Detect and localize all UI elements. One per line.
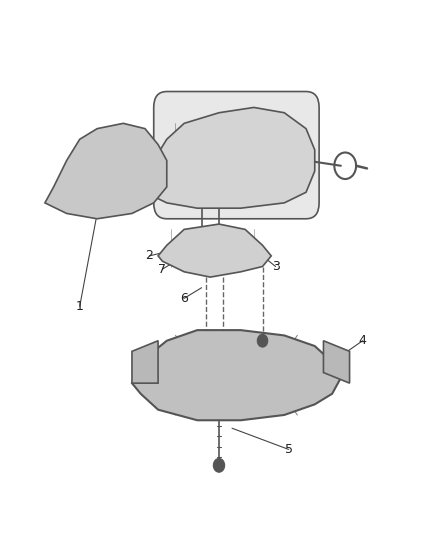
- Text: 5: 5: [285, 443, 293, 456]
- Circle shape: [257, 334, 268, 347]
- Polygon shape: [132, 341, 158, 383]
- Text: 4: 4: [359, 334, 367, 347]
- Polygon shape: [141, 108, 315, 208]
- Polygon shape: [45, 123, 167, 219]
- Text: 6: 6: [180, 292, 188, 305]
- Text: 3: 3: [272, 260, 279, 273]
- Polygon shape: [158, 224, 271, 277]
- Text: 1: 1: [76, 300, 84, 313]
- Text: 7: 7: [159, 263, 166, 276]
- Polygon shape: [323, 341, 350, 383]
- Polygon shape: [132, 330, 341, 420]
- FancyBboxPatch shape: [154, 92, 319, 219]
- Text: 2: 2: [145, 249, 153, 262]
- Circle shape: [213, 458, 225, 472]
